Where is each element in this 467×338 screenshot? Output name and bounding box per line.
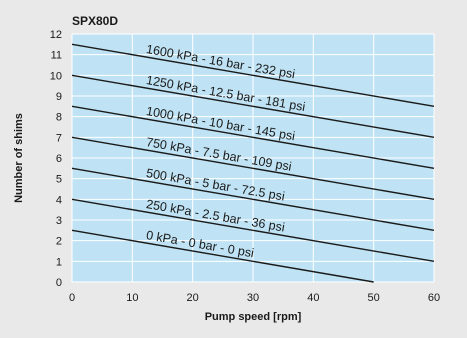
y-tick-label: 3 [56,215,62,227]
x-tick-label: 60 [428,292,440,304]
series-line [71,105,435,170]
series-line [71,167,435,232]
y-tick-label: 4 [56,194,62,206]
y-tick-label: 0 [56,277,62,289]
y-tick-label: 8 [56,112,62,124]
x-tick-label: 50 [368,292,380,304]
series-line [71,136,435,201]
y-tick-label: 12 [50,29,62,41]
y-tick-label: 7 [56,132,62,144]
x-tick-label: 30 [247,292,259,304]
y-tick-label: 10 [50,70,62,82]
x-tick-label: 0 [69,292,75,304]
x-tick-label: 20 [187,292,199,304]
y-tick-label: 11 [51,50,62,62]
chart-title: SPX80D [72,14,118,28]
series-line [71,43,435,108]
series-layer [71,43,435,283]
y-tick-label: 5 [56,174,62,186]
series-line [71,198,435,263]
series-line [71,74,435,139]
y-axis-title: Number of shims [13,113,25,203]
y-tick-label: 1 [56,256,62,268]
y-tick-label: 2 [56,236,62,248]
x-tick-label: 10 [126,292,138,304]
y-tick-label: 9 [56,91,62,103]
x-axis-title: Pump speed [rpm] [205,311,302,323]
y-tick-label: 6 [56,153,62,165]
series-line [71,229,374,283]
x-tick-label: 40 [307,292,319,304]
